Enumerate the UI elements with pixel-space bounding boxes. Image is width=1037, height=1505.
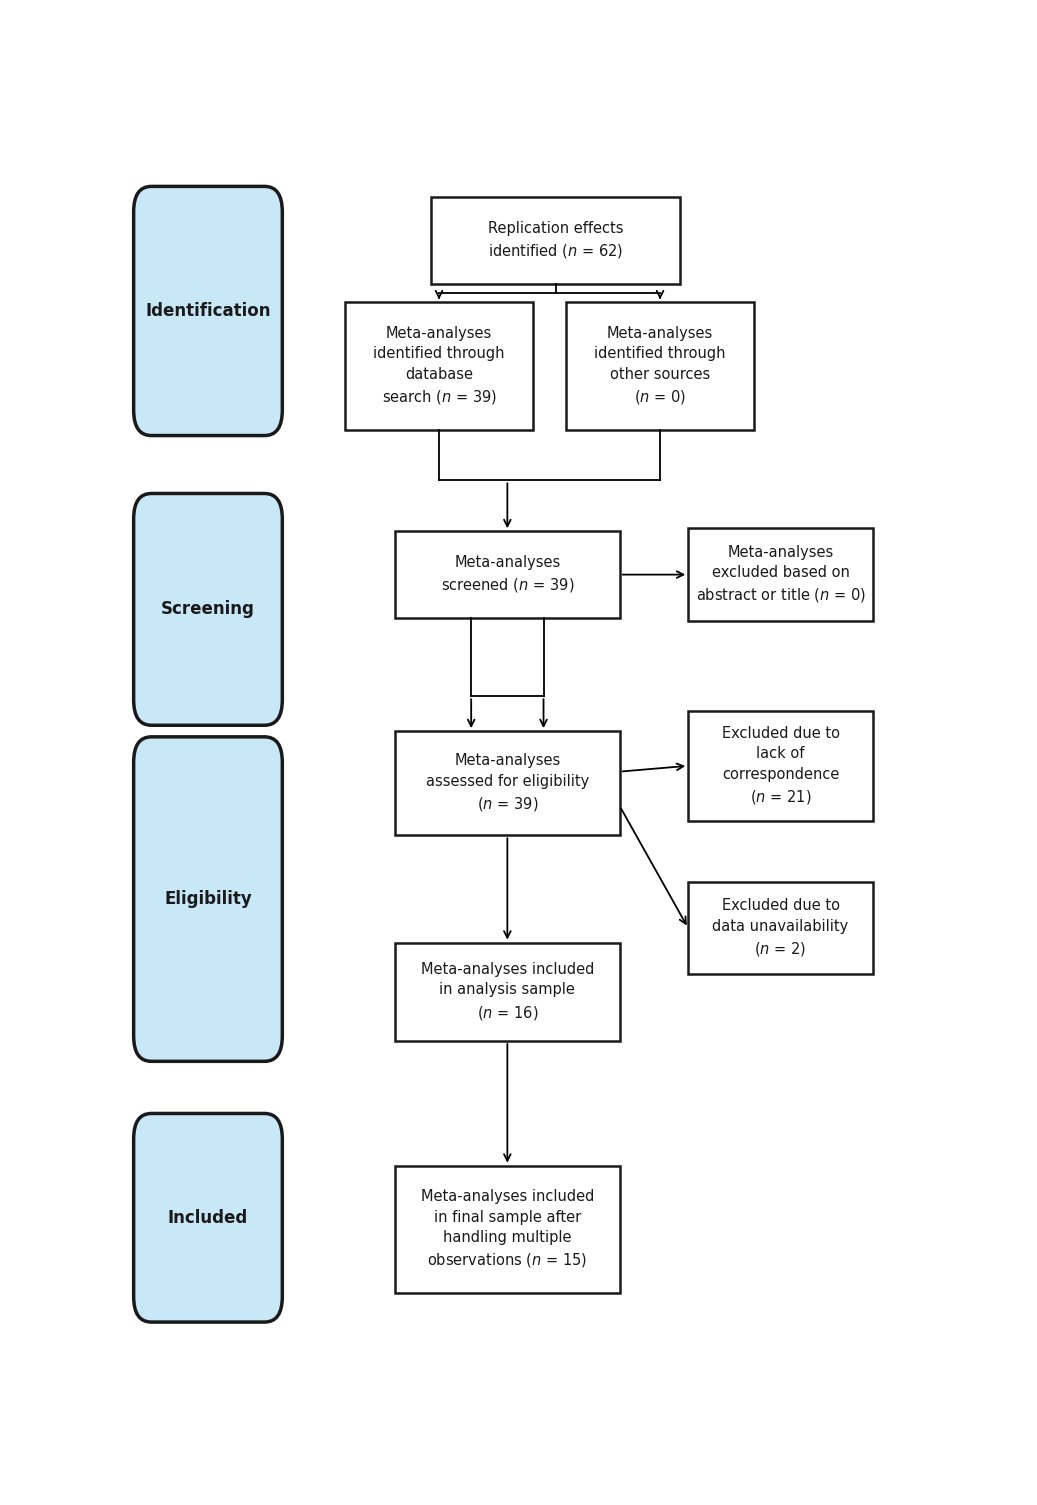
- FancyBboxPatch shape: [395, 1165, 620, 1293]
- FancyBboxPatch shape: [565, 303, 755, 430]
- FancyBboxPatch shape: [134, 1114, 282, 1321]
- Text: Meta-analyses
screened ($n$ = 39): Meta-analyses screened ($n$ = 39): [441, 555, 574, 594]
- FancyBboxPatch shape: [431, 197, 680, 284]
- Text: Excluded due to
lack of
correspondence
($n$ = 21): Excluded due to lack of correspondence (…: [722, 725, 840, 805]
- Text: Eligibility: Eligibility: [164, 889, 252, 908]
- Text: Meta-analyses
assessed for eligibility
($n$ = 39): Meta-analyses assessed for eligibility (…: [426, 754, 589, 813]
- FancyBboxPatch shape: [395, 531, 620, 619]
- FancyBboxPatch shape: [395, 942, 620, 1041]
- Text: Meta-analyses
identified through
database
search ($n$ = 39): Meta-analyses identified through databas…: [373, 327, 505, 406]
- Text: Meta-analyses included
in analysis sample
($n$ = 16): Meta-analyses included in analysis sampl…: [421, 962, 594, 1022]
- FancyBboxPatch shape: [344, 303, 533, 430]
- FancyBboxPatch shape: [134, 494, 282, 725]
- Text: Included: Included: [168, 1209, 248, 1227]
- Text: Replication effects
identified ($n$ = 62): Replication effects identified ($n$ = 62…: [487, 221, 623, 260]
- FancyBboxPatch shape: [689, 528, 873, 622]
- Text: Excluded due to
data unavailability
($n$ = 2): Excluded due to data unavailability ($n$…: [712, 898, 848, 957]
- FancyBboxPatch shape: [689, 882, 873, 974]
- FancyBboxPatch shape: [689, 710, 873, 820]
- Text: Meta-analyses included
in final sample after
handling multiple
observations ($n$: Meta-analyses included in final sample a…: [421, 1189, 594, 1269]
- FancyBboxPatch shape: [395, 731, 620, 835]
- FancyBboxPatch shape: [134, 187, 282, 435]
- Text: Screening: Screening: [161, 600, 255, 619]
- Text: Identification: Identification: [145, 303, 271, 321]
- Text: Meta-analyses
excluded based on
abstract or title ($n$ = 0): Meta-analyses excluded based on abstract…: [696, 545, 866, 605]
- FancyBboxPatch shape: [134, 737, 282, 1061]
- Text: Meta-analyses
identified through
other sources
($n$ = 0): Meta-analyses identified through other s…: [594, 327, 726, 406]
